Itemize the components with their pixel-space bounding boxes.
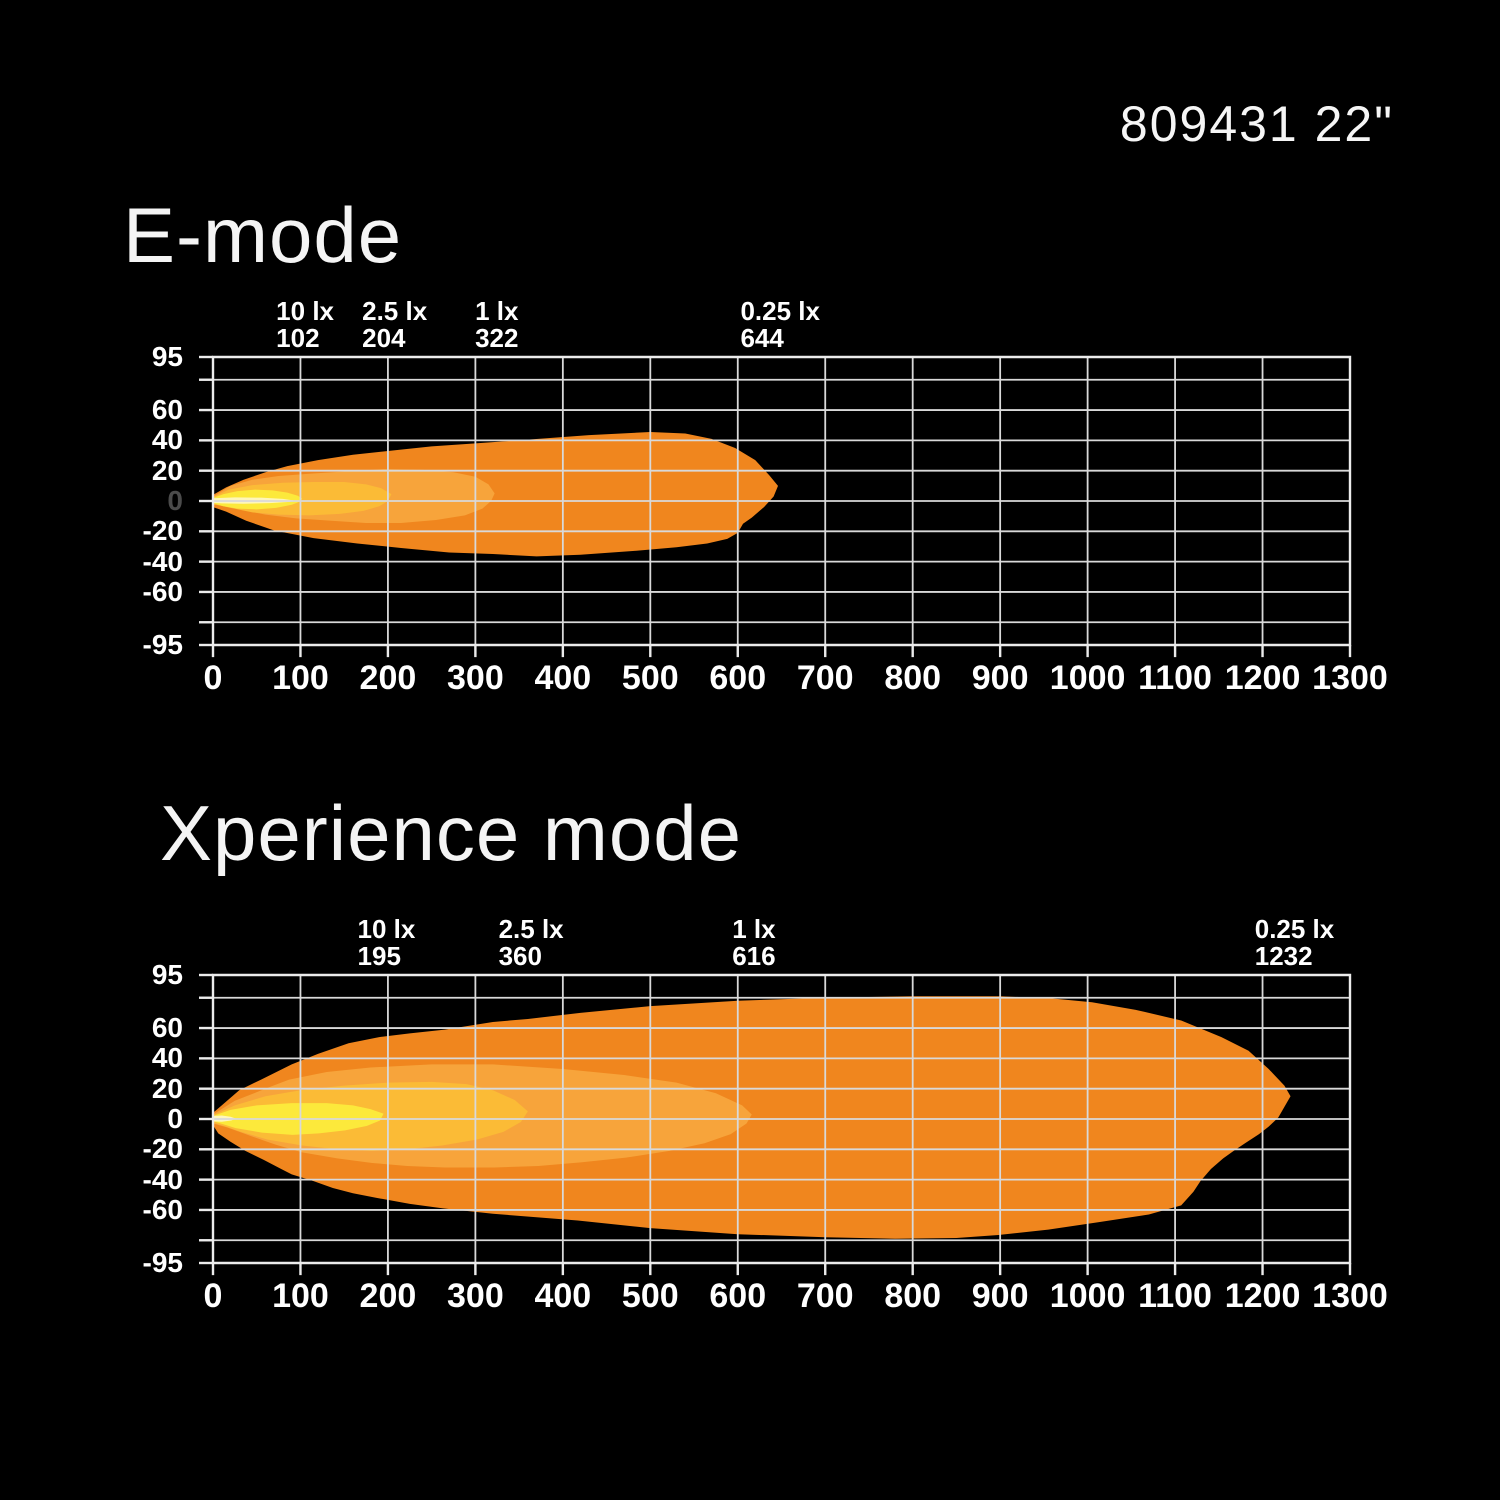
x-tick-label: 1100 xyxy=(1138,1277,1212,1315)
isolux-distance: 360 xyxy=(498,941,542,971)
isolux-label: 2.5 lx 204 xyxy=(362,298,427,352)
x-tick-label: 200 xyxy=(359,659,417,697)
chart-title: E-mode xyxy=(123,191,403,279)
y-tick-label: -40 xyxy=(142,1163,183,1195)
axes-ticks xyxy=(199,357,1350,657)
x-tick-label: 500 xyxy=(621,1277,679,1315)
x-tick-label: 100 xyxy=(272,1277,329,1315)
x-tick-label: 600 xyxy=(709,659,767,697)
x-tick-label: 800 xyxy=(884,1277,942,1315)
y-tick-label: 95 xyxy=(151,341,183,372)
y-tick-label: 20 xyxy=(151,454,183,486)
y-tick-label: -20 xyxy=(142,1133,183,1165)
y-tick-label: -60 xyxy=(142,575,183,607)
isolux-level: 2.5 lx xyxy=(362,296,428,326)
isolux-distance: 204 xyxy=(362,323,406,353)
y-tick-label: 20 xyxy=(151,1072,183,1104)
chart-title: Xperience mode xyxy=(160,789,743,877)
x-tick-label: 700 xyxy=(796,1277,854,1315)
isolux-label: 0.25 lx 1232 xyxy=(1255,916,1335,970)
y-tick-label: 40 xyxy=(151,424,183,456)
x-tick-label: 0 xyxy=(203,1277,223,1315)
x-tick-label: 700 xyxy=(796,659,854,697)
x-tick-label: 100 xyxy=(272,659,329,697)
plot-area: 95 60 40 20 0 -20 -40 -60 -95 0 100 200 300 400 500 600… xyxy=(143,916,1388,1316)
y-tick-label: 0 xyxy=(167,1103,183,1134)
isolux-distance: 195 xyxy=(357,941,401,971)
product-code: 809431 22" xyxy=(1119,96,1394,152)
x-tick-label: 1200 xyxy=(1224,1277,1301,1315)
y-tick-label: 95 xyxy=(151,959,183,990)
y-tick-label: -95 xyxy=(142,1247,183,1278)
isolux-label: 1 lx 616 xyxy=(732,916,775,970)
isolux-level: 1 lx xyxy=(732,914,776,944)
beam-diagram xyxy=(213,975,1350,1263)
x-tick-label: 900 xyxy=(971,659,1029,697)
x-tick-label: 1000 xyxy=(1049,659,1126,697)
x-tick-label: 0 xyxy=(203,659,223,697)
isolux-distance: 644 xyxy=(740,323,784,353)
x-tick-label: 200 xyxy=(359,1277,417,1315)
isolux-label: 10 lx 195 xyxy=(358,916,416,970)
isolux-distance: 1232 xyxy=(1254,941,1313,971)
x-tick-label: 300 xyxy=(447,659,504,697)
y-tick-label: 60 xyxy=(151,1012,183,1044)
y-tick-label: -40 xyxy=(142,545,183,577)
contour-0-25-lx xyxy=(213,432,779,557)
x-tick-label: 1300 xyxy=(1312,1277,1388,1315)
isolux-level: 0.25 lx xyxy=(740,296,820,326)
isolux-label: 10 lx 102 xyxy=(276,298,334,352)
isolux-distance: 322 xyxy=(475,323,519,353)
y-tick-label: 60 xyxy=(151,394,183,426)
isolux-level: 10 lx xyxy=(276,296,335,326)
x-tick-label: 400 xyxy=(534,1277,592,1315)
isolux-label: 2.5 lx 360 xyxy=(499,916,564,970)
x-tick-label: 600 xyxy=(709,1277,767,1315)
gridlines xyxy=(213,357,1350,645)
isolux-level: 1 lx xyxy=(475,296,519,326)
y-tick-label: 0 xyxy=(167,485,183,516)
isolux-label: 1 lx 322 xyxy=(475,298,518,352)
isolux-level: 0.25 lx xyxy=(1254,914,1335,944)
y-tick-label: -60 xyxy=(142,1193,183,1225)
axes-ticks xyxy=(199,975,1350,1275)
x-tick-label: 800 xyxy=(884,659,942,697)
x-tick-label: 900 xyxy=(971,1277,1029,1315)
isolux-distance: 616 xyxy=(732,941,776,971)
x-tick-label: 1200 xyxy=(1224,659,1301,697)
isolux-distance: 102 xyxy=(276,323,320,353)
beam-diagram xyxy=(213,357,1350,645)
contour-0-25-lx xyxy=(213,996,1291,1239)
x-tick-label: 400 xyxy=(534,659,592,697)
isolux-label: 0.25 lx 644 xyxy=(740,298,820,352)
isolux-level: 10 lx xyxy=(357,914,416,944)
isolux-level: 2.5 lx xyxy=(498,914,564,944)
x-tick-label: 500 xyxy=(621,659,679,697)
y-tick-label: -95 xyxy=(142,629,183,660)
x-tick-label: 1300 xyxy=(1312,659,1388,697)
x-tick-label: 1000 xyxy=(1049,1277,1126,1315)
x-tick-label: 300 xyxy=(447,1277,504,1315)
plot-area: 95 60 40 20 0 -20 -40 -60 -95 0 100 200 300 400 500 600… xyxy=(143,298,1388,698)
y-tick-label: 40 xyxy=(151,1042,183,1074)
y-tick-label: -20 xyxy=(142,515,183,547)
x-tick-label: 1100 xyxy=(1138,659,1212,697)
